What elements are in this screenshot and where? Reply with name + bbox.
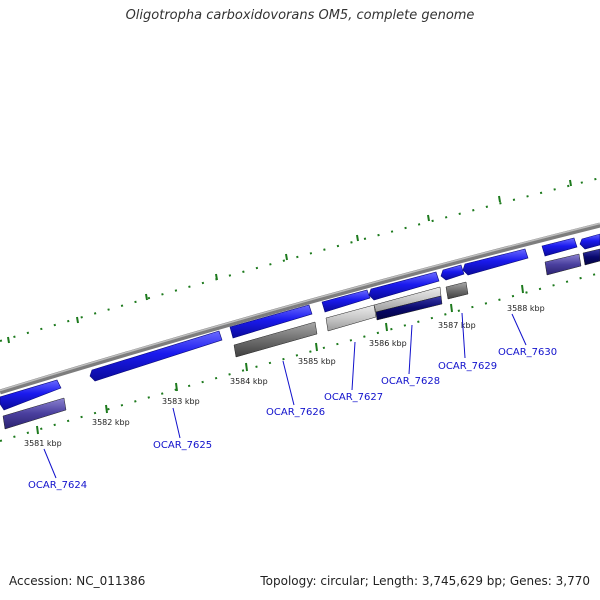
genome-summary: Topology: circular; Length: 3,745,629 bp… (260, 574, 590, 588)
accession-label: Accession: NC_011386 (9, 574, 146, 588)
genome-backbone (0, 222, 600, 395)
kbp-label: 3588 kbp (507, 304, 545, 313)
gene-next-1[interactable] (541, 237, 578, 257)
kbp-label: 3586 kbp (369, 339, 407, 348)
locus-tag-ocar-7625[interactable]: OCAR_7625 (153, 440, 212, 451)
genome-title: Oligotropha carboxidovorans OM5, complet… (125, 8, 475, 23)
locus-tag-ocar-7627[interactable]: OCAR_7627 (324, 392, 383, 403)
outer-major-ticks (7, 179, 572, 344)
gene-ocar-7630[interactable] (462, 248, 529, 276)
gene-ocar-7626[interactable] (229, 304, 313, 339)
kbp-label: 3585 kbp (298, 357, 336, 366)
feature-light-grey-1[interactable] (325, 304, 377, 332)
locus-tag-ocar-7630[interactable]: OCAR_7630 (498, 347, 557, 358)
gene-ocar-7625[interactable] (89, 330, 223, 382)
kbp-label: 3581 kbp (24, 439, 62, 448)
kbp-label: 3587 kbp (438, 321, 476, 330)
kbp-label: 3582 kbp (92, 418, 130, 427)
feature-grey-2[interactable] (445, 281, 469, 300)
inner-major-ticks (36, 284, 524, 435)
secondary-features (2, 248, 600, 430)
locus-tag-ocar-7626[interactable]: OCAR_7626 (266, 407, 325, 418)
kbp-label: 3584 kbp (230, 377, 268, 386)
feature-purple-2[interactable] (544, 253, 582, 276)
feature-navy-2[interactable] (582, 248, 600, 266)
feature-grey-1[interactable] (233, 321, 318, 358)
gene-ocar-7628[interactable] (368, 271, 440, 301)
gene-ocar-7624[interactable] (0, 379, 62, 411)
forward-strand-genes (0, 233, 600, 411)
locus-tag-leaders (43, 312, 527, 479)
feature-purple-1[interactable] (2, 397, 67, 430)
gene-ocar-7627[interactable] (321, 289, 371, 313)
kbp-label: 3583 kbp (162, 397, 200, 406)
gene-ocar-7629[interactable] (440, 264, 465, 281)
gene-next-2[interactable] (579, 233, 600, 250)
feature-navy-1[interactable] (375, 295, 443, 321)
locus-tag-ocar-7629[interactable]: OCAR_7629 (438, 361, 497, 372)
locus-tag-ocar-7624[interactable]: OCAR_7624 (28, 480, 87, 491)
locus-tag-ocar-7628[interactable]: OCAR_7628 (381, 376, 440, 387)
